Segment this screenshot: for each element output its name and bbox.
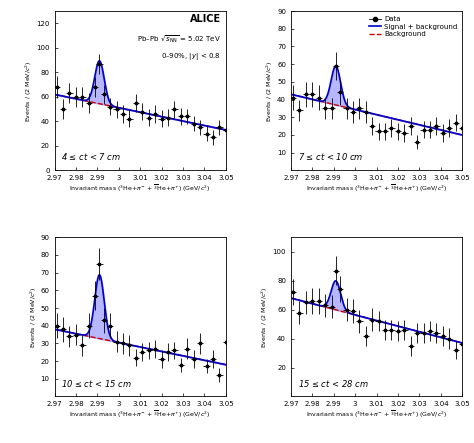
Y-axis label: Events / (2 MeV/$c^{2}$): Events / (2 MeV/$c^{2}$) <box>28 286 38 348</box>
X-axis label: Invariant mass ($^{3}$He+$\pi^{-}$ + $^{\overline{3}}$He+$\pi^{+}$) (GeV/$c^{2}$: Invariant mass ($^{3}$He+$\pi^{-}$ + $^{… <box>69 409 211 420</box>
Text: ALICE: ALICE <box>190 14 221 24</box>
Text: 7 ≤ $ct$ < 10 cm: 7 ≤ $ct$ < 10 cm <box>298 152 363 163</box>
Y-axis label: Events / (2 MeV/$c^{2}$): Events / (2 MeV/$c^{2}$) <box>24 60 34 121</box>
X-axis label: Invariant mass ($^{3}$He+$\pi^{-}$ + $^{\overline{3}}$He+$\pi^{+}$) (GeV/$c^{2}$: Invariant mass ($^{3}$He+$\pi^{-}$ + $^{… <box>69 183 211 194</box>
Y-axis label: Events / (2 MeV/$c^{2}$): Events / (2 MeV/$c^{2}$) <box>260 286 271 348</box>
Text: 10 ≤ $ct$ < 15 cm: 10 ≤ $ct$ < 15 cm <box>61 377 132 389</box>
X-axis label: Invariant mass ($^{3}$He+$\pi^{-}$ + $^{\overline{3}}$He+$\pi^{+}$) (GeV/$c^{2}$: Invariant mass ($^{3}$He+$\pi^{-}$ + $^{… <box>306 183 447 194</box>
Text: 0–90%, |$y$| < 0.8: 0–90%, |$y$| < 0.8 <box>161 51 221 62</box>
Text: 15 ≤ $ct$ < 28 cm: 15 ≤ $ct$ < 28 cm <box>298 377 368 389</box>
Y-axis label: Events / (2 MeV/$c^{2}$): Events / (2 MeV/$c^{2}$) <box>264 60 275 121</box>
Legend: Data, Signal + background, Background: Data, Signal + background, Background <box>367 15 459 39</box>
Text: Pb–Pb $\sqrt{s_{\mathrm{NN}}}$ = 5.02 TeV: Pb–Pb $\sqrt{s_{\mathrm{NN}}}$ = 5.02 Te… <box>137 33 221 45</box>
Text: 4 ≤ $ct$ < 7 cm: 4 ≤ $ct$ < 7 cm <box>61 152 121 163</box>
X-axis label: Invariant mass ($^{3}$He+$\pi^{-}$ + $^{\overline{3}}$He+$\pi^{+}$) (GeV/$c^{2}$: Invariant mass ($^{3}$He+$\pi^{-}$ + $^{… <box>306 409 447 420</box>
